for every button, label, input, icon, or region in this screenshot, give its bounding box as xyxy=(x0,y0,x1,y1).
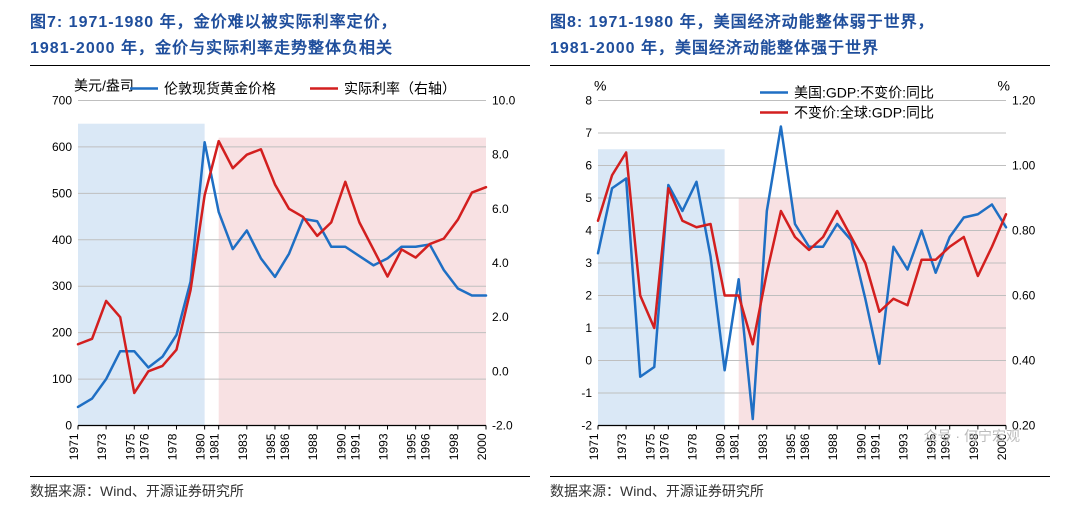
svg-text:1973: 1973 xyxy=(95,433,109,460)
right-chart: -2 -1 0 1 2 3 4 5 6 7 8 0.20 0.40 0.60 0.80 1.00 1.20 197… xyxy=(550,66,1050,476)
svg-text:1.00: 1.00 xyxy=(1012,159,1036,173)
svg-text:1973: 1973 xyxy=(615,433,629,460)
svg-text:1971: 1971 xyxy=(67,433,81,460)
svg-text:4: 4 xyxy=(585,224,592,238)
svg-text:2000: 2000 xyxy=(475,433,489,460)
svg-text:0.20: 0.20 xyxy=(1012,419,1036,433)
svg-text:1981: 1981 xyxy=(728,433,742,460)
svg-text:600: 600 xyxy=(52,140,72,154)
svg-text:1990: 1990 xyxy=(854,433,868,460)
svg-text:1990: 1990 xyxy=(334,433,348,460)
svg-text:2000: 2000 xyxy=(995,433,1009,460)
svg-text:-1: -1 xyxy=(581,386,592,400)
svg-text:0.60: 0.60 xyxy=(1012,289,1036,303)
left-source: 数据来源：Wind、开源证券研究所 xyxy=(30,481,530,501)
svg-text:6: 6 xyxy=(585,159,592,173)
svg-text:伦敦现货黄金价格: 伦敦现货黄金价格 xyxy=(164,81,276,97)
svg-text:%: % xyxy=(594,78,606,94)
left-panel: 图7: 1971-1980 年，金价难以被实际利率定价， 1981-2000 年… xyxy=(20,10,540,496)
svg-text:0: 0 xyxy=(585,354,592,368)
svg-text:1980: 1980 xyxy=(194,433,208,460)
svg-text:1976: 1976 xyxy=(657,433,671,460)
svg-text:1986: 1986 xyxy=(798,433,812,460)
svg-text:1971: 1971 xyxy=(587,433,601,460)
svg-text:1985: 1985 xyxy=(784,433,798,460)
svg-text:1983: 1983 xyxy=(236,433,250,460)
svg-text:1995: 1995 xyxy=(405,433,419,460)
svg-text:0.80: 0.80 xyxy=(1012,224,1036,238)
svg-text:1980: 1980 xyxy=(714,433,728,460)
svg-text:1975: 1975 xyxy=(123,433,137,460)
svg-text:0.0: 0.0 xyxy=(492,364,509,378)
right-source: 数据来源：Wind、开源证券研究所 xyxy=(550,481,1050,501)
svg-text:-2: -2 xyxy=(581,419,592,433)
svg-text:1988: 1988 xyxy=(306,433,320,460)
svg-text:1995: 1995 xyxy=(925,433,939,460)
svg-text:300: 300 xyxy=(52,279,72,293)
svg-text:700: 700 xyxy=(52,94,72,108)
svg-text:1986: 1986 xyxy=(278,433,292,460)
svg-text:100: 100 xyxy=(52,372,72,386)
svg-text:10.0: 10.0 xyxy=(492,94,516,108)
left-title-line2: 1981-2000 年，金价与实际利率走势整体负相关 xyxy=(30,40,393,57)
svg-text:1.20: 1.20 xyxy=(1012,94,1036,108)
svg-text:1975: 1975 xyxy=(643,433,657,460)
svg-text:1981: 1981 xyxy=(208,433,222,460)
svg-text:-2.0: -2.0 xyxy=(492,419,513,433)
svg-text:0.40: 0.40 xyxy=(1012,354,1036,368)
left-chart-wrap: 0 100 200 300 400 500 600 700 -2.0 0.0 2.0 4.0 6.0 8.… xyxy=(30,66,530,476)
svg-text:0: 0 xyxy=(65,419,72,433)
svg-text:1978: 1978 xyxy=(685,433,699,460)
svg-text:1993: 1993 xyxy=(377,433,391,460)
svg-text:1983: 1983 xyxy=(756,433,770,460)
svg-text:1991: 1991 xyxy=(348,433,362,460)
svg-text:美国:GDP:不变价:同比: 美国:GDP:不变价:同比 xyxy=(794,85,934,101)
svg-text:1976: 1976 xyxy=(137,433,151,460)
right-panel: 图8: 1971-1980 年，美国经济动能整体弱于世界， 1981-2000 … xyxy=(540,10,1060,496)
left-title: 图7: 1971-1980 年，金价难以被实际利率定价， 1981-2000 年… xyxy=(30,10,530,66)
svg-text:1985: 1985 xyxy=(264,433,278,460)
svg-text:5: 5 xyxy=(585,191,592,205)
svg-text:1: 1 xyxy=(585,321,592,335)
svg-text:美元/盎司: 美元/盎司 xyxy=(74,78,134,94)
svg-text:1993: 1993 xyxy=(897,433,911,460)
svg-text:3: 3 xyxy=(585,256,592,270)
right-title-line2: 1981-2000 年，美国经济动能整体强于世界 xyxy=(550,40,879,57)
svg-text:1991: 1991 xyxy=(868,433,882,460)
svg-text:8.0: 8.0 xyxy=(492,148,509,162)
right-chart-wrap: -2 -1 0 1 2 3 4 5 6 7 8 0.20 0.40 0.60 0.80 1.00 1.20 197… xyxy=(550,66,1050,476)
svg-text:1998: 1998 xyxy=(967,433,981,460)
svg-text:实际利率（右轴）: 实际利率（右轴） xyxy=(344,81,456,97)
svg-text:200: 200 xyxy=(52,326,72,340)
svg-text:2.0: 2.0 xyxy=(492,310,509,324)
svg-text:%: % xyxy=(998,78,1010,94)
svg-text:1996: 1996 xyxy=(419,433,433,460)
svg-text:1988: 1988 xyxy=(826,433,840,460)
svg-text:400: 400 xyxy=(52,233,72,247)
svg-text:1998: 1998 xyxy=(447,433,461,460)
svg-text:8: 8 xyxy=(585,94,592,108)
left-chart: 0 100 200 300 400 500 600 700 -2.0 0.0 2.0 4.0 6.0 8.… xyxy=(30,66,530,476)
svg-text:不变价:全球:GDP:同比: 不变价:全球:GDP:同比 xyxy=(794,105,934,121)
svg-text:500: 500 xyxy=(52,186,72,200)
svg-text:1978: 1978 xyxy=(165,433,179,460)
svg-text:1996: 1996 xyxy=(939,433,953,460)
svg-text:6.0: 6.0 xyxy=(492,202,509,216)
svg-text:2: 2 xyxy=(585,289,592,303)
right-title: 图8: 1971-1980 年，美国经济动能整体弱于世界， 1981-2000 … xyxy=(550,10,1050,66)
left-title-line1: 图7: 1971-1980 年，金价难以被实际利率定价， xyxy=(30,14,398,31)
svg-text:4.0: 4.0 xyxy=(492,256,509,270)
svg-text:7: 7 xyxy=(585,126,592,140)
right-title-line1: 图8: 1971-1980 年，美国经济动能整体弱于世界， xyxy=(550,14,935,31)
